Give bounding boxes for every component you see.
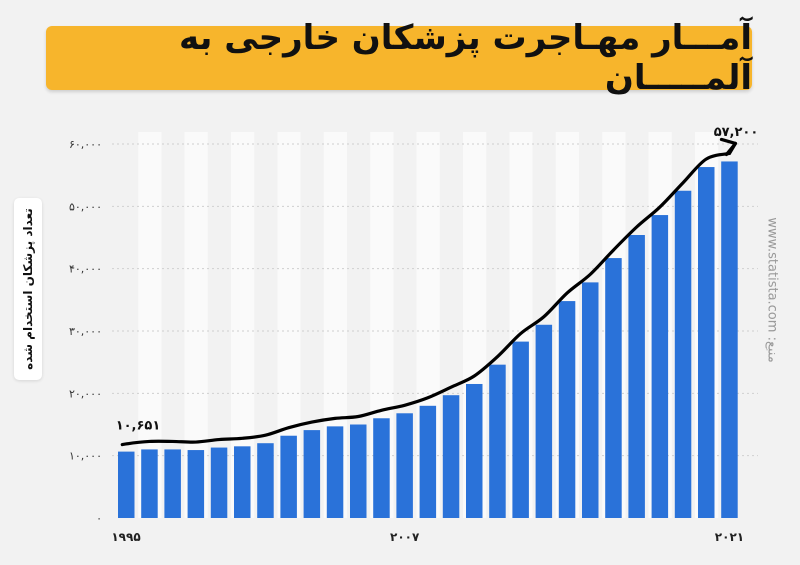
- trend-arrow-head: [719, 137, 738, 157]
- background-band: [231, 132, 255, 518]
- background-band: [184, 132, 208, 518]
- y-tick-label: ۰: [96, 512, 102, 525]
- bar: [466, 383, 483, 518]
- y-axis-label-box: تعداد پزشکان استخدام شده: [14, 198, 42, 380]
- bar: [419, 405, 437, 518]
- bar: [257, 443, 274, 518]
- bar: [164, 449, 181, 518]
- background-band: [277, 132, 301, 518]
- data-label: ۵۷,۲۰۰: [714, 125, 759, 140]
- bar: [234, 446, 251, 518]
- trend-arrow-line: [120, 141, 738, 447]
- bar: [651, 215, 669, 518]
- x-tick-label: ۲۰۲۱: [715, 530, 744, 544]
- bar: [350, 424, 367, 518]
- y-tick-label: ۳۰,۰۰۰: [69, 325, 102, 338]
- bar: [512, 341, 529, 518]
- bar: [187, 450, 205, 518]
- bar: [326, 426, 344, 518]
- y-tick-label: ۱۰,۰۰۰: [69, 450, 102, 463]
- bar: [605, 258, 622, 518]
- bar: [141, 449, 158, 518]
- bar: [698, 167, 715, 518]
- bar: [442, 395, 460, 518]
- x-tick-label: ۲۰۰۷: [390, 530, 420, 544]
- y-tick-label: ۵۰,۰۰۰: [69, 200, 102, 213]
- bar: [210, 447, 228, 518]
- background-band: [138, 132, 162, 518]
- bar: [280, 435, 297, 518]
- y-tick-label: ۲۰,۰۰۰: [69, 387, 102, 400]
- bar: [118, 451, 135, 518]
- bar: [535, 324, 553, 518]
- x-tick-label: ۱۹۹۵: [111, 530, 140, 544]
- data-label: ۱۰,۶۵۱: [116, 419, 161, 434]
- background-band: [323, 132, 347, 518]
- bar: [721, 161, 738, 518]
- y-tick-label: ۶۰,۰۰۰: [69, 138, 102, 151]
- bar: [396, 413, 413, 518]
- bar: [674, 190, 692, 518]
- bar: [489, 364, 506, 518]
- title-banner: آمـــار مهـاجرت پزشکان خارجی به آلمـــــ…: [46, 18, 752, 98]
- y-tick-label: ۴۰,۰۰۰: [69, 263, 102, 276]
- bar: [373, 418, 390, 518]
- bar: [628, 235, 645, 519]
- bar: [303, 430, 321, 518]
- bar: [558, 301, 576, 518]
- chart-title: آمـــار مهـاجرت پزشکان خارجی به آلمـــــ…: [178, 18, 752, 98]
- bar: [582, 282, 599, 518]
